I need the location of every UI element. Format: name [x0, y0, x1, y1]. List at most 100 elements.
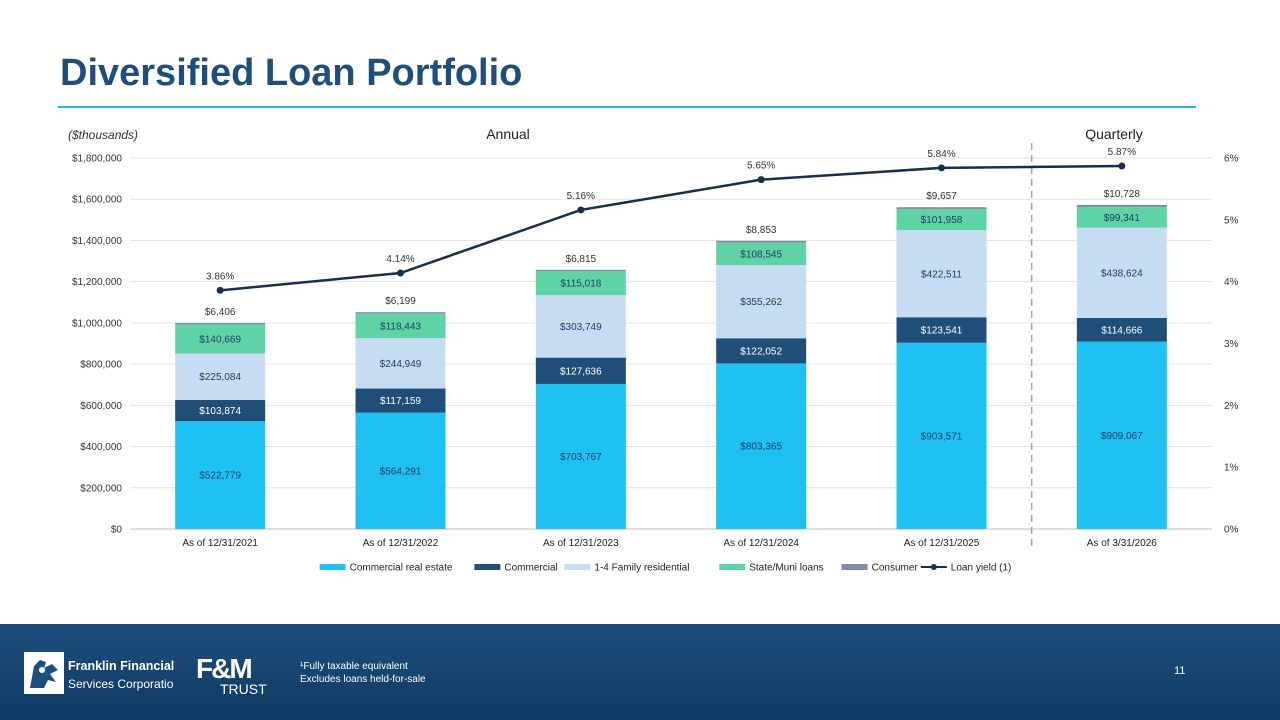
x-axis-tick-label: As of 12/31/2023 — [543, 538, 619, 549]
bar-stacks — [175, 204, 1167, 529]
right-axis-tick-label: 5% — [1224, 215, 1239, 226]
page-title: Diversified Loan Portfolio — [60, 52, 523, 94]
bar-data-label: $355,262 — [740, 297, 782, 308]
bar-data-label: $9,657 — [926, 191, 957, 202]
right-axis-tick-label: 0% — [1224, 525, 1239, 536]
x-axis-tick-label: As of 12/31/2021 — [182, 538, 258, 549]
loan-yield-point — [216, 286, 224, 294]
bar-segment — [355, 338, 446, 389]
bar-segment — [1076, 227, 1167, 318]
fm-trust-logo: F&M TRUST — [196, 653, 267, 696]
loan-yield-label: 3.86% — [206, 271, 234, 282]
x-axis-tick-label: As of 12/31/2025 — [904, 538, 980, 549]
bar-data-label: $6,815 — [566, 254, 597, 265]
bar-segment — [535, 357, 626, 384]
bar-data-label: $903,571 — [921, 431, 963, 442]
legend-swatch-marker — [930, 564, 937, 570]
bar-data-label: $703,767 — [560, 452, 602, 463]
section-label-quarterly: Quarterly — [1085, 126, 1143, 142]
loan-yield-point — [397, 269, 404, 277]
bar-segment — [896, 209, 987, 231]
page-number: 11 — [1174, 665, 1186, 677]
legend-swatch — [319, 564, 346, 570]
loan-yield-polyline — [220, 164, 1122, 292]
bar-data-label: $117,159 — [380, 396, 421, 407]
bar-segment — [896, 207, 987, 210]
bar-segment — [716, 265, 807, 339]
bar-segment — [175, 322, 266, 325]
title-divider — [58, 106, 1196, 108]
bar-segment — [535, 269, 626, 272]
right-axis-tick-label: 3% — [1224, 339, 1239, 350]
bar-data-label: $115,018 — [560, 279, 601, 290]
loan-yield-label: 5.65% — [747, 161, 775, 172]
bar-data-label: $114,666 — [1101, 325, 1142, 336]
franklin-financial-logo: Franklin Financial Services Corporation — [24, 652, 174, 694]
bar-segment — [355, 412, 446, 529]
legend-label: State/Muni loans — [749, 563, 824, 574]
bar-data-label: $225,084 — [199, 372, 241, 383]
legend-swatch — [841, 564, 868, 570]
legend-label: Loan yield (1) — [951, 563, 1012, 574]
left-axis-tick-label: $600,000 — [80, 401, 122, 412]
bar-segment — [716, 240, 807, 243]
bar-segment — [355, 388, 446, 413]
bar-segment — [535, 295, 626, 358]
left-axis-tick-label: $400,000 — [80, 442, 122, 453]
bar-data-label: $140,669 — [199, 334, 241, 345]
right-axis-tick-label: 2% — [1224, 401, 1239, 412]
x-axis-tick-label: As of 3/31/2026 — [1087, 538, 1157, 549]
bar-segment — [1076, 204, 1167, 208]
legend-label: Commercial — [504, 563, 557, 574]
bar-segment — [1076, 207, 1167, 228]
units-note: ($thousands) — [68, 128, 138, 142]
bar-segment — [175, 399, 266, 422]
bar-segment — [535, 271, 626, 296]
svg-text:Franklin Financial: Franklin Financial — [68, 659, 174, 673]
loan-yield-point — [1118, 162, 1126, 170]
bar-data-label: $909,067 — [1101, 431, 1143, 442]
bar-data-label: $103,874 — [199, 406, 241, 417]
footer-band — [0, 624, 1280, 720]
left-axis-tick-label: $200,000 — [80, 483, 122, 494]
bar-data-label: $6,199 — [385, 296, 416, 307]
bar-data-label: $8,853 — [746, 225, 777, 236]
right-axis-tick-label: 1% — [1224, 463, 1239, 474]
left-axis-tick-label: $800,000 — [80, 360, 122, 371]
right-axis-tick-label: 4% — [1224, 277, 1239, 288]
bar-data-label: $438,624 — [1101, 268, 1143, 279]
bar-data-label: $10,728 — [1104, 189, 1141, 200]
loan-yield-point — [577, 206, 585, 214]
loan-yield-label: 5.16% — [567, 191, 595, 202]
loan-yield-point — [938, 164, 945, 172]
bar-segment — [355, 312, 446, 314]
svg-text:F&M: F&M — [196, 653, 251, 684]
bar-data-label: $101,958 — [921, 215, 963, 226]
left-axis-tick-label: $1,400,000 — [72, 236, 122, 247]
bar-segment — [716, 242, 807, 266]
bar-data-label: $6,406 — [205, 307, 236, 318]
legend: Commercial real estate Commercial 1-4 Fami… — [319, 563, 1012, 574]
x-axis: As of 12/31/2021 As of 12/31/2022 As of 12… — [182, 538, 1157, 549]
x-axis-tick-label: As of 12/31/2024 — [723, 538, 799, 549]
bar-segment — [535, 383, 626, 529]
loan-yield-point — [757, 176, 765, 184]
bar-data-label: $564,291 — [380, 466, 422, 477]
bar-data-label: $108,545 — [740, 249, 782, 260]
footnotes: ¹Fully taxable equivalent Excludes loans… — [300, 660, 426, 686]
bar-data-label: $303,749 — [560, 322, 602, 333]
bar-data-label: $803,365 — [740, 442, 782, 453]
right-axis-tick-label: 6% — [1224, 154, 1239, 165]
section-label-annual: Annual — [486, 126, 530, 142]
bar-segment — [896, 317, 987, 343]
bar-segment — [896, 230, 987, 318]
bar-data-label: $118,443 — [380, 321, 421, 332]
bar-data-label: $422,511 — [921, 269, 962, 280]
legend-swatch — [564, 564, 591, 570]
bar-data-label: $123,541 — [921, 326, 963, 337]
loan-yield-line: 3.86% 4.14% 5.16% 5.65% 5.84% 5.87% — [206, 147, 1136, 294]
loan-yield-label: 4.14% — [386, 254, 414, 265]
bar-segment — [1076, 317, 1167, 342]
x-axis-tick-label: As of 12/31/2022 — [363, 538, 439, 549]
left-axis-tick-label: $1,000,000 — [72, 318, 122, 329]
